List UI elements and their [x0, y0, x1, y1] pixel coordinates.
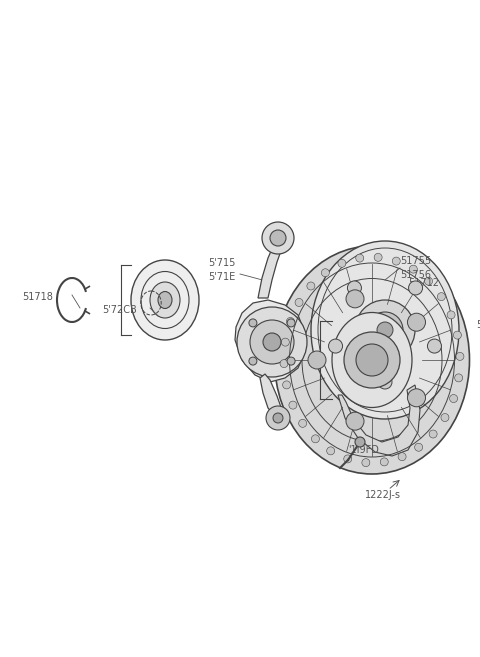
Circle shape — [441, 413, 449, 422]
Polygon shape — [260, 374, 282, 416]
Circle shape — [262, 222, 294, 254]
Circle shape — [456, 352, 464, 361]
Circle shape — [455, 374, 463, 382]
Circle shape — [287, 357, 295, 365]
Circle shape — [270, 230, 286, 246]
Circle shape — [322, 269, 329, 277]
Polygon shape — [235, 300, 305, 382]
Circle shape — [249, 357, 257, 365]
Ellipse shape — [150, 282, 180, 318]
Polygon shape — [258, 242, 282, 298]
Circle shape — [428, 339, 442, 353]
Polygon shape — [338, 385, 420, 456]
Circle shape — [327, 447, 335, 455]
Circle shape — [250, 320, 294, 364]
Circle shape — [356, 254, 364, 262]
Circle shape — [374, 254, 382, 261]
Circle shape — [447, 311, 455, 319]
Circle shape — [281, 338, 289, 346]
Circle shape — [287, 317, 294, 325]
Circle shape — [344, 332, 400, 388]
Circle shape — [237, 307, 307, 377]
Ellipse shape — [311, 241, 459, 419]
Circle shape — [263, 333, 281, 351]
Text: 5'72CB: 5'72CB — [102, 305, 137, 315]
Text: 51755: 51755 — [400, 256, 431, 266]
Circle shape — [408, 281, 422, 295]
Text: '1I9FD: '1I9FD — [348, 445, 379, 455]
Ellipse shape — [332, 313, 412, 407]
Circle shape — [437, 292, 445, 301]
Circle shape — [328, 339, 343, 353]
Ellipse shape — [275, 246, 469, 474]
Text: 51718: 51718 — [22, 292, 53, 302]
Circle shape — [249, 319, 257, 327]
Circle shape — [454, 331, 461, 339]
Circle shape — [408, 389, 425, 407]
Circle shape — [367, 312, 403, 348]
Circle shape — [295, 298, 303, 306]
Circle shape — [312, 435, 319, 443]
Circle shape — [408, 313, 425, 331]
Circle shape — [308, 351, 326, 369]
Circle shape — [346, 290, 364, 308]
Text: 51752: 51752 — [476, 320, 480, 330]
Circle shape — [392, 257, 400, 265]
Circle shape — [307, 282, 315, 290]
Circle shape — [346, 412, 364, 430]
Circle shape — [338, 260, 346, 267]
Circle shape — [355, 300, 415, 360]
Text: 5'715: 5'715 — [208, 258, 235, 268]
Circle shape — [398, 453, 406, 461]
Circle shape — [415, 443, 422, 451]
Circle shape — [450, 395, 457, 403]
Circle shape — [409, 265, 417, 273]
Text: 5'71E: 5'71E — [208, 272, 235, 282]
Circle shape — [362, 459, 370, 466]
Circle shape — [429, 430, 437, 438]
Text: 1222J-s: 1222J-s — [365, 490, 401, 500]
Ellipse shape — [131, 260, 199, 340]
Circle shape — [283, 381, 290, 389]
Circle shape — [299, 419, 307, 427]
Circle shape — [348, 281, 361, 295]
Circle shape — [280, 359, 288, 367]
Circle shape — [287, 319, 295, 327]
Circle shape — [377, 322, 393, 338]
Circle shape — [266, 406, 290, 430]
Circle shape — [344, 455, 352, 463]
Text: 51756: 51756 — [400, 270, 431, 280]
Text: 51712: 51712 — [408, 278, 439, 288]
Circle shape — [378, 375, 392, 389]
Circle shape — [425, 277, 432, 285]
Circle shape — [380, 458, 388, 466]
Circle shape — [356, 344, 388, 376]
Circle shape — [355, 437, 365, 447]
Circle shape — [289, 401, 297, 409]
Ellipse shape — [158, 292, 172, 309]
Circle shape — [273, 413, 283, 423]
